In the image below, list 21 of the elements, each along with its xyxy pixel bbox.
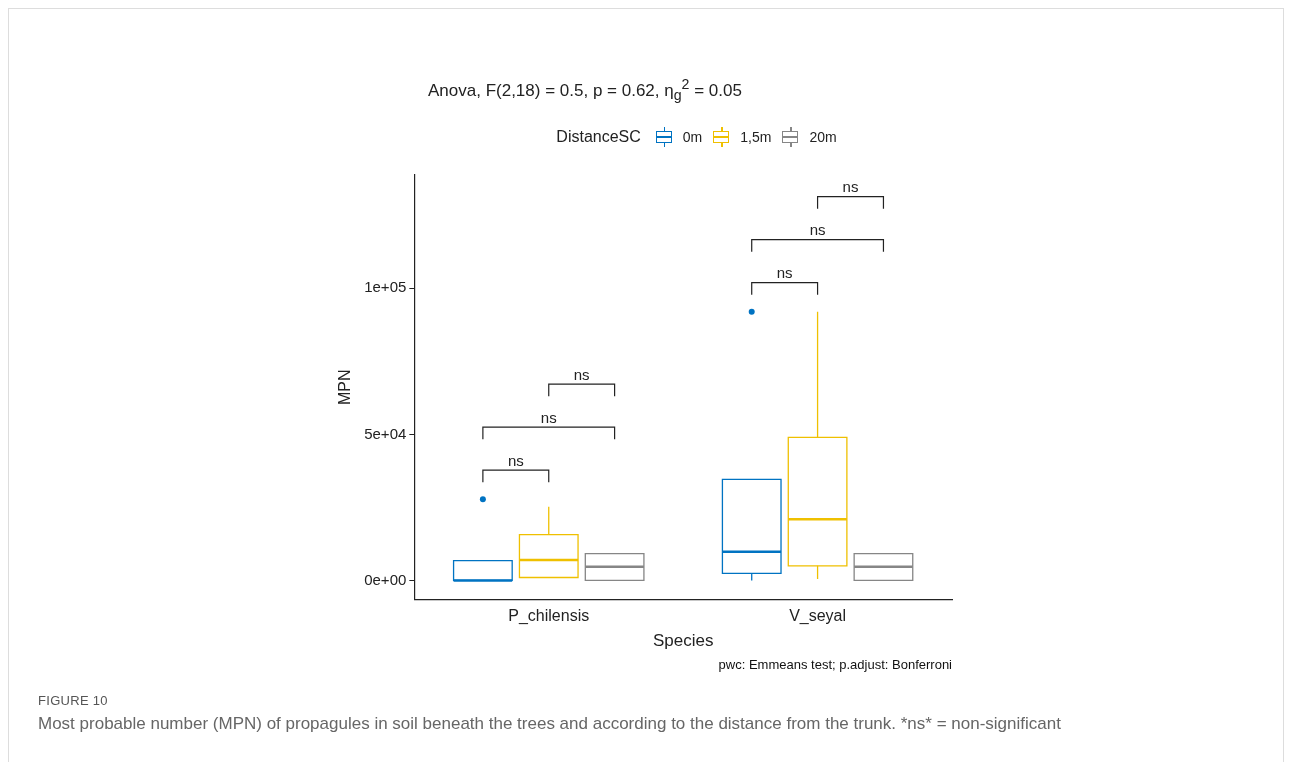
y-axis-title: MPN xyxy=(336,369,354,405)
annotation: ns xyxy=(573,365,590,383)
annotation: ns xyxy=(809,221,826,239)
legend-label: 0m xyxy=(682,129,703,145)
caption: FIGURE 10 xyxy=(38,693,108,708)
chart-title: Anova, F(2,18) = 0.5, p = 0.62, η$_{g}$$^{2}$ = 0.05 xyxy=(428,76,742,104)
legend-label: 20m xyxy=(809,129,837,145)
x-tick-label: P_chilensis xyxy=(508,607,590,626)
legend-label: 1,5m xyxy=(740,129,772,145)
annotation: ns xyxy=(507,451,524,469)
text: Most probable number (MPN) of propagules in soil beneath the trees and according to the distance from the trunk. *ns* = non-significant xyxy=(38,714,1061,734)
x-axis-title: Species xyxy=(652,631,714,651)
x-tick-label: V_seyal xyxy=(789,607,847,626)
annotation: ns xyxy=(540,408,557,426)
annotation: ns xyxy=(776,264,793,282)
legend-title: DistanceSC xyxy=(556,128,641,146)
y-tick-label: 0e+00 xyxy=(364,570,407,588)
text: pwc: Emmeans test; p.adjust: Bonferroni xyxy=(718,657,952,672)
y-tick-label: 5e+04 xyxy=(364,424,407,442)
annotation: ns xyxy=(842,178,859,196)
y-tick-label: 1e+05 xyxy=(364,278,407,296)
